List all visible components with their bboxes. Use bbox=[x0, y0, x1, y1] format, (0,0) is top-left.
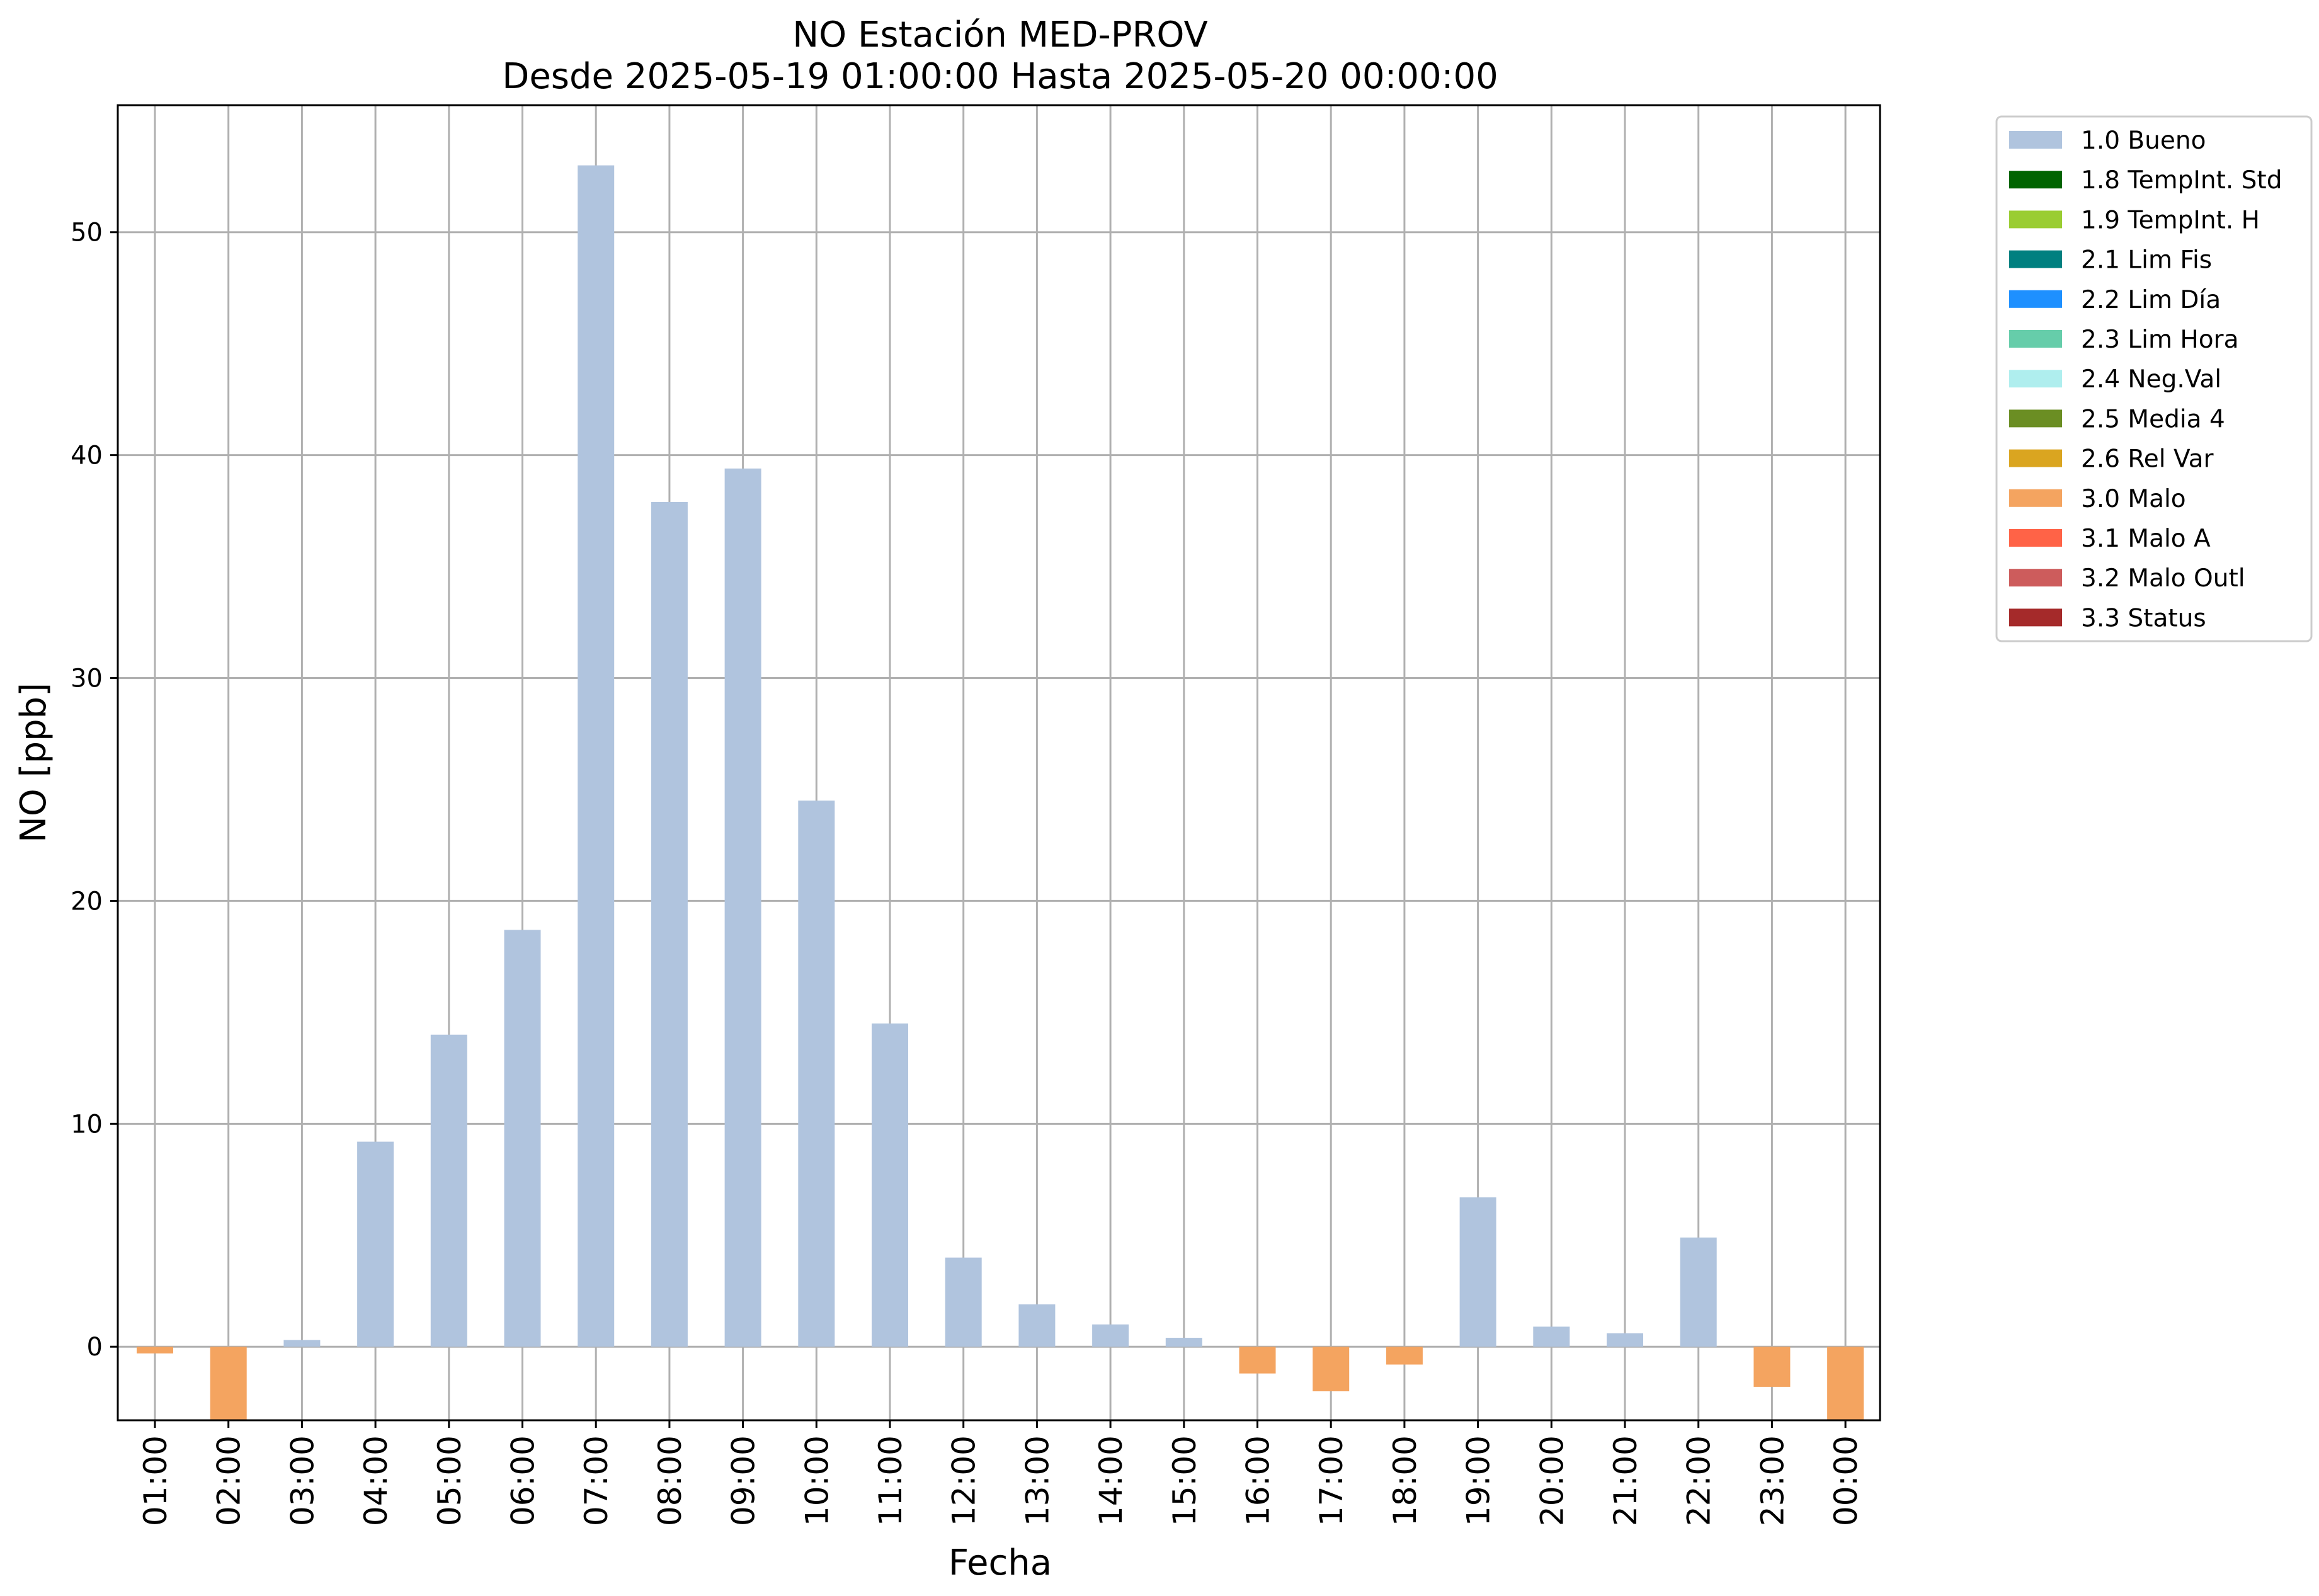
legend-swatch bbox=[2009, 449, 2062, 467]
bar-1200 bbox=[945, 1257, 982, 1347]
legend-swatch bbox=[2009, 569, 2062, 587]
legend: 1.0 Bueno 1.8 TempInt. Std 1.9 TempInt. H 2… bbox=[1995, 115, 2313, 642]
x-tick-label: 05:00 bbox=[431, 1435, 468, 1526]
x-tick-label: 01:00 bbox=[137, 1435, 174, 1526]
bar-1400 bbox=[1092, 1324, 1129, 1347]
legend-label: 2.5 Media 4 bbox=[2081, 405, 2225, 433]
bar-0300 bbox=[283, 1340, 321, 1347]
bar-1000 bbox=[798, 801, 835, 1347]
y-tick-label: 50 bbox=[71, 219, 103, 248]
x-tick-label: 08:00 bbox=[652, 1435, 688, 1526]
legend-swatch bbox=[2009, 529, 2062, 547]
legend-frame bbox=[1995, 115, 2313, 642]
legend-label: 2.2 Lim Día bbox=[2081, 286, 2221, 314]
legend-swatch bbox=[2009, 370, 2062, 388]
x-tick-label: 14:00 bbox=[1093, 1435, 1129, 1526]
bar-0700 bbox=[578, 165, 615, 1347]
x-tick-label: 13:00 bbox=[1019, 1435, 1056, 1526]
legend-label: 3.2 Malo Outl bbox=[2081, 564, 2245, 593]
x-tick-label: 21:00 bbox=[1607, 1435, 1644, 1526]
x-tick-label: 10:00 bbox=[799, 1435, 835, 1526]
bar-2100 bbox=[1607, 1333, 1643, 1347]
bars bbox=[137, 165, 1864, 1420]
bar-2200 bbox=[1680, 1237, 1717, 1347]
x-tick-label: 00:00 bbox=[1828, 1435, 1864, 1526]
x-tick-label: 15:00 bbox=[1166, 1435, 1203, 1526]
x-tick-label: 07:00 bbox=[578, 1435, 615, 1526]
bar-1500 bbox=[1165, 1338, 1202, 1347]
x-tick-label: 19:00 bbox=[1461, 1435, 1497, 1526]
legend-label: 1.0 Bueno bbox=[2081, 127, 2206, 155]
bar-0600 bbox=[504, 930, 541, 1347]
x-tick-label: 11:00 bbox=[872, 1435, 909, 1526]
bar-1800 bbox=[1386, 1347, 1423, 1365]
legend-label: 3.1 Malo A bbox=[2081, 525, 2211, 553]
bar-1300 bbox=[1018, 1304, 1056, 1347]
legend-swatch bbox=[2009, 131, 2062, 149]
bar-1600 bbox=[1239, 1347, 1276, 1374]
y-tick-label: 20 bbox=[71, 887, 103, 916]
y-tick-label: 40 bbox=[71, 442, 103, 470]
legend-label: 2.3 Lim Hora bbox=[2081, 326, 2239, 354]
x-tick-label: 02:00 bbox=[211, 1435, 248, 1526]
y-axis-ticks: 0 10 20 30 40 50 bbox=[71, 219, 118, 1362]
bar-0400 bbox=[357, 1141, 394, 1347]
legend-swatch bbox=[2009, 330, 2062, 348]
x-tick-label: 22:00 bbox=[1681, 1435, 1718, 1526]
x-tick-label: 20:00 bbox=[1534, 1435, 1570, 1526]
x-tick-label: 09:00 bbox=[726, 1435, 762, 1526]
x-tick-label: 23:00 bbox=[1754, 1435, 1791, 1526]
legend-swatch bbox=[2009, 489, 2062, 507]
x-axis-ticks: 01:00 02:00 03:00 04:00 05:00 06:00 07:00 08:00… bbox=[137, 1420, 1864, 1526]
bar-0500 bbox=[430, 1034, 467, 1347]
legend-label: 3.0 Malo bbox=[2081, 485, 2186, 513]
bar-0800 bbox=[651, 501, 688, 1347]
bar-0900 bbox=[724, 468, 761, 1347]
y-tick-label: 30 bbox=[71, 664, 103, 693]
legend-swatch bbox=[2009, 290, 2062, 308]
legend-swatch bbox=[2009, 608, 2062, 627]
legend-label: 1.8 TempInt. Std bbox=[2081, 166, 2282, 195]
legend-swatch bbox=[2009, 210, 2062, 229]
y-tick-label: 0 bbox=[87, 1333, 103, 1362]
legend-label: 3.3 Status bbox=[2081, 604, 2206, 632]
x-tick-label: 16:00 bbox=[1240, 1435, 1277, 1526]
legend-label: 2.4 Neg.Val bbox=[2081, 365, 2221, 394]
bar-0000 bbox=[1827, 1347, 1864, 1420]
bar-1900 bbox=[1459, 1197, 1496, 1347]
y-tick-label: 10 bbox=[71, 1110, 103, 1139]
x-tick-label: 03:00 bbox=[284, 1435, 321, 1526]
legend-swatch bbox=[2009, 409, 2062, 428]
x-tick-label: 06:00 bbox=[505, 1435, 542, 1526]
plot-area-frame bbox=[117, 104, 1881, 1422]
chart-subtitle: Desde 2025-05-19 01:00:00 Hasta 2025-05-… bbox=[502, 56, 1498, 97]
legend-swatch bbox=[2009, 250, 2062, 268]
x-tick-label: 17:00 bbox=[1313, 1435, 1350, 1526]
bar-2300 bbox=[1753, 1347, 1791, 1387]
bar-1100 bbox=[872, 1023, 908, 1347]
bar-0200 bbox=[210, 1347, 247, 1420]
x-tick-label: 04:00 bbox=[358, 1435, 394, 1526]
legend-swatch bbox=[2009, 171, 2062, 189]
legend-items: 1.0 Bueno 1.8 TempInt. Std 1.9 TempInt. H 2… bbox=[2009, 127, 2282, 632]
x-tick-label: 18:00 bbox=[1387, 1435, 1423, 1526]
x-axis-label: Fecha bbox=[949, 1542, 1052, 1583]
legend-label: 2.6 Rel Var bbox=[2081, 445, 2214, 474]
chart-title: NO Estación MED-PROV bbox=[792, 14, 1208, 55]
legend-label: 2.1 Lim Fis bbox=[2081, 246, 2212, 275]
bar-2000 bbox=[1533, 1326, 1570, 1347]
bar-0100 bbox=[137, 1347, 173, 1354]
bar-1700 bbox=[1313, 1347, 1350, 1391]
y-axis-label: NO [ppb] bbox=[13, 683, 54, 843]
x-tick-label: 12:00 bbox=[946, 1435, 983, 1526]
legend-label: 1.9 TempInt. H bbox=[2081, 206, 2260, 234]
